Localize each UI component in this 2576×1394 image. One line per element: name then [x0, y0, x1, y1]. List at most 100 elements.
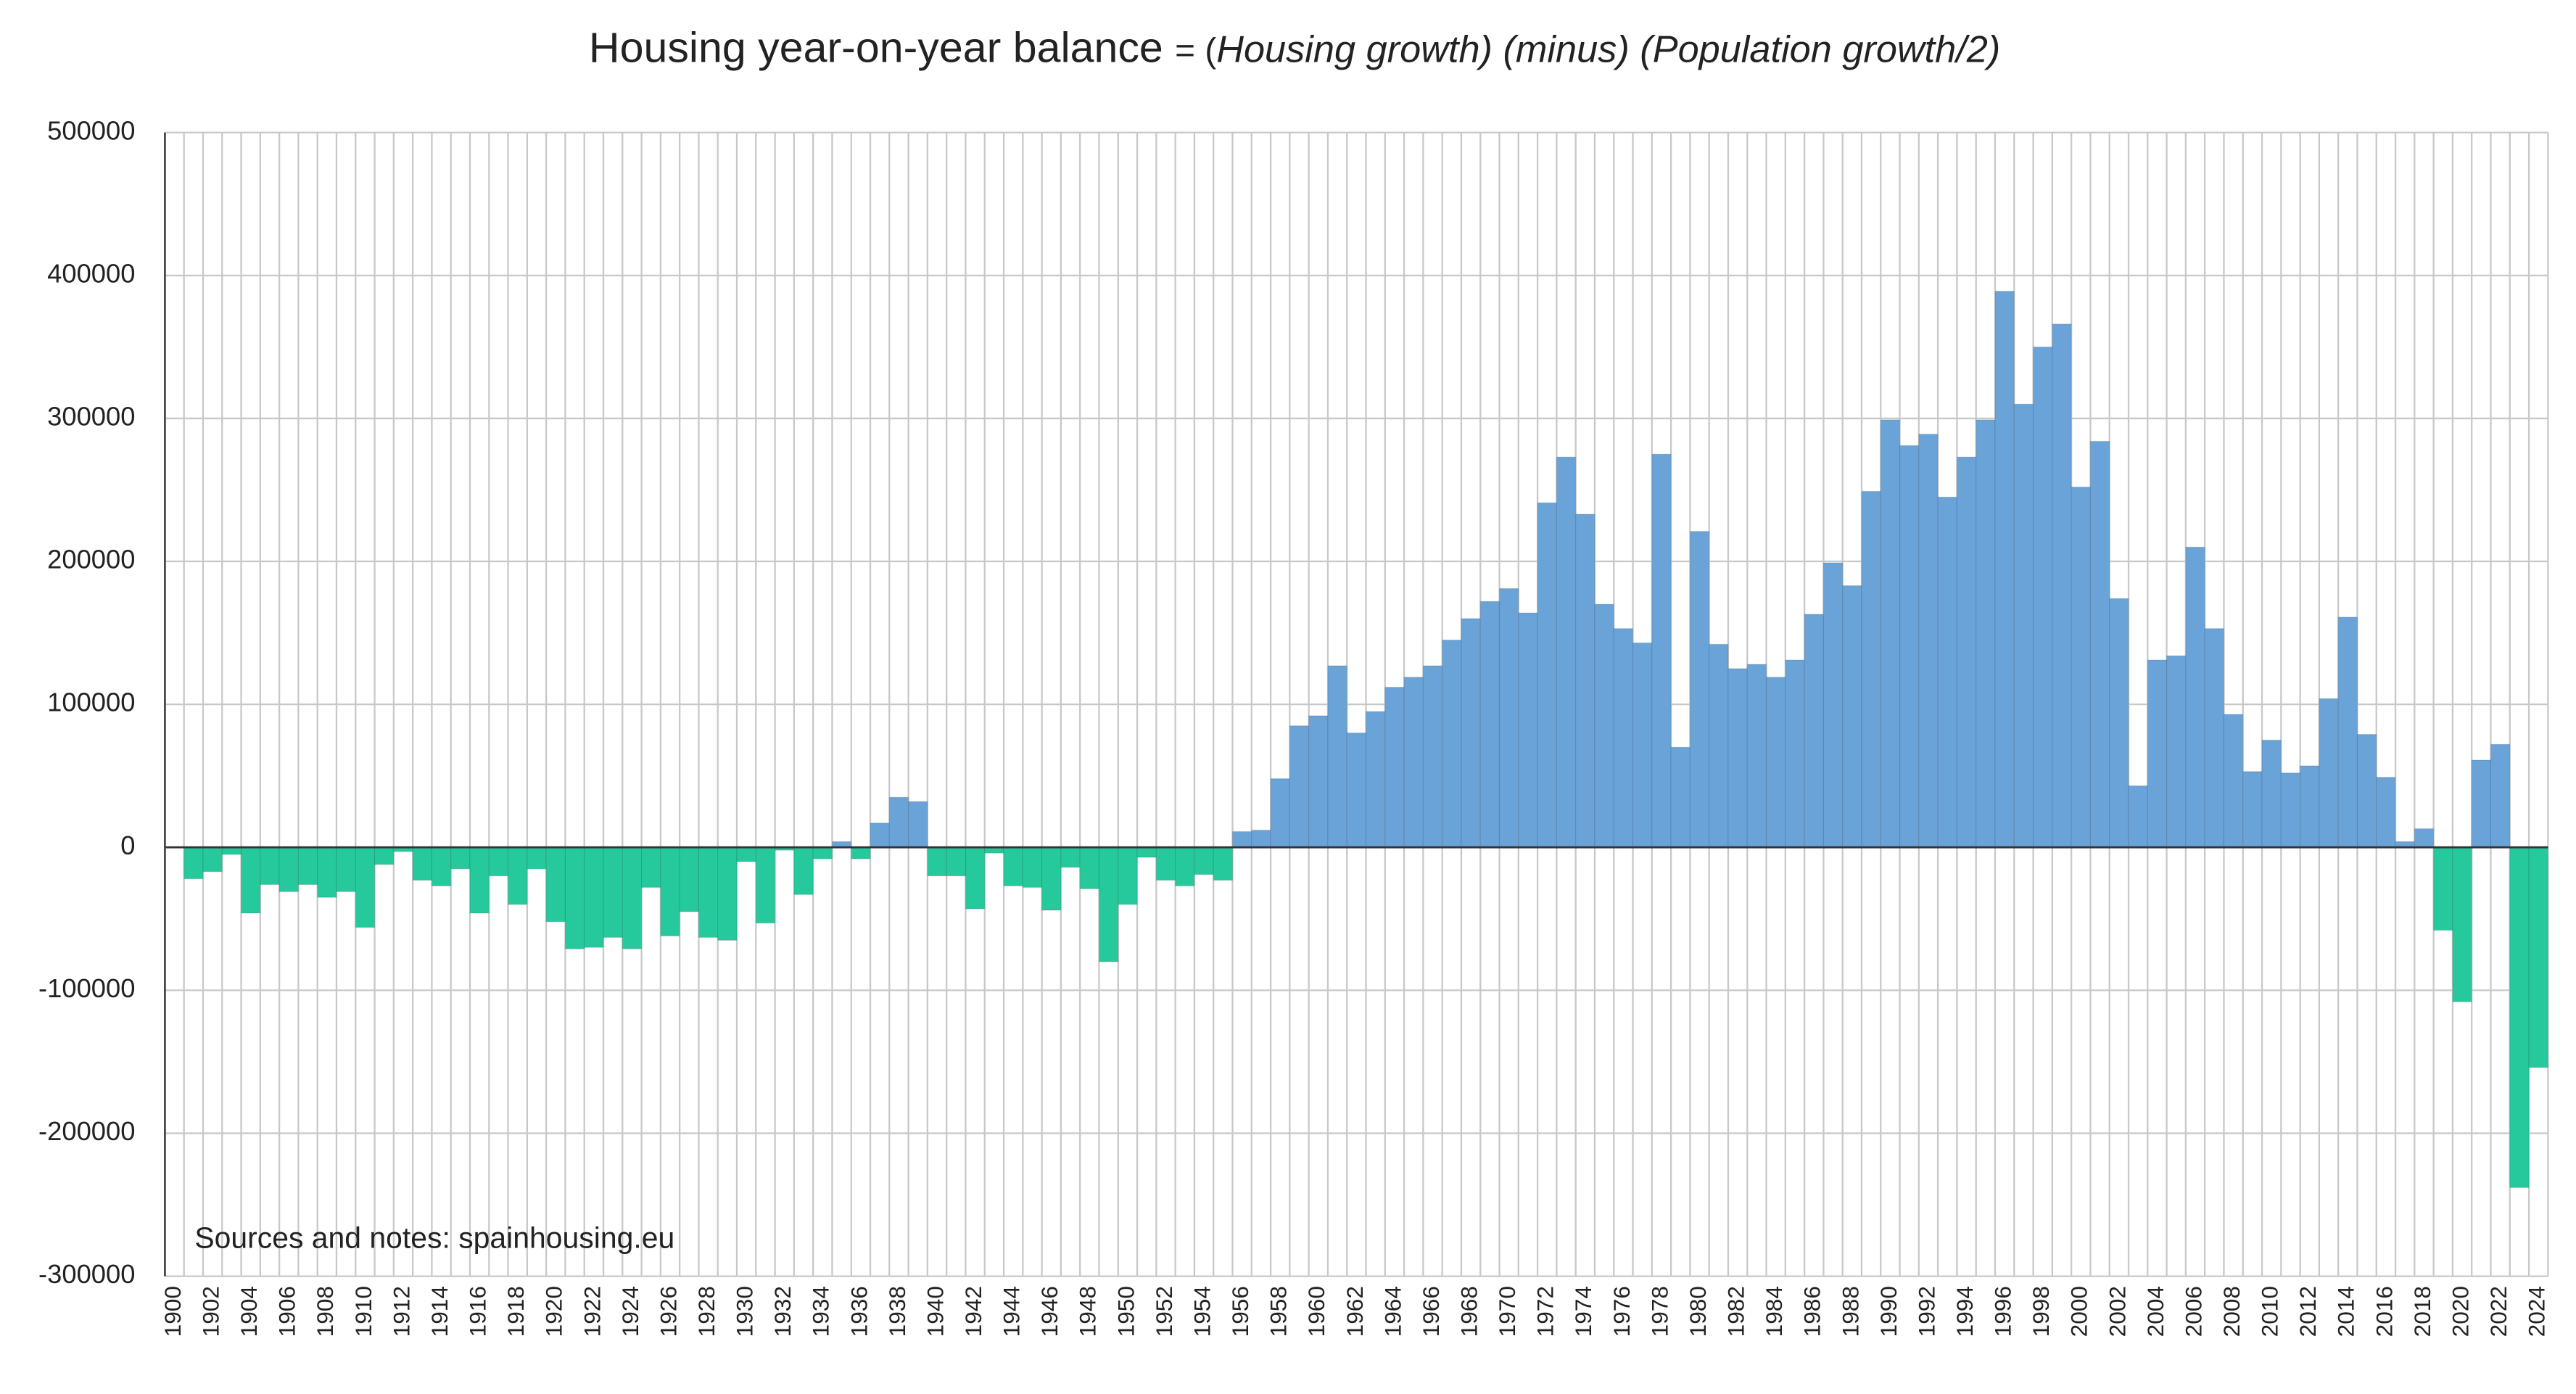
bar [373, 846, 395, 865]
bar [1594, 603, 1614, 848]
bar [1003, 846, 1023, 887]
title-formula-start: = ( [1175, 32, 1216, 70]
bar [622, 846, 643, 949]
bar [1880, 419, 1901, 848]
x-tick-label: 1972 [1532, 1286, 1559, 1337]
x-tick-label: 1998 [2028, 1286, 2054, 1337]
bar [2490, 743, 2511, 848]
bar [641, 846, 661, 888]
bar [812, 846, 833, 859]
bar [698, 846, 719, 938]
bar [2414, 828, 2435, 848]
bar [2089, 440, 2110, 848]
bar [870, 822, 890, 848]
x-tick-label: 1918 [503, 1286, 529, 1337]
x-tick-label: 1978 [1646, 1286, 1672, 1337]
x-tick-label: 2008 [2218, 1286, 2245, 1337]
bar [679, 846, 700, 912]
bar [946, 846, 967, 877]
x-tick-label: 1934 [808, 1286, 834, 1337]
bar [1918, 434, 1939, 848]
bar [527, 846, 547, 870]
x-tick-label: 1986 [1799, 1286, 1825, 1337]
bar [183, 846, 204, 880]
y-tick-label: 300000 [47, 402, 135, 432]
bar [2509, 846, 2530, 1188]
x-tick-label: 2004 [2142, 1286, 2168, 1337]
x-tick-label: 1944 [998, 1286, 1024, 1337]
x-tick-label: 1962 [1342, 1286, 1368, 1337]
x-tick-label: 1952 [1151, 1286, 1177, 1337]
bar [2433, 846, 2453, 931]
x-tick-label: 2010 [2256, 1286, 2282, 1337]
bar [2452, 846, 2472, 1002]
bar [1479, 601, 1500, 848]
bar [508, 846, 528, 905]
bar [355, 846, 376, 928]
bar [2128, 785, 2148, 848]
bar [1041, 846, 1062, 911]
bar [1442, 639, 1462, 848]
x-tick-label: 1932 [769, 1286, 796, 1337]
bar [603, 846, 623, 938]
bar [908, 801, 928, 848]
x-tick-label: 1938 [884, 1286, 910, 1337]
bar [1556, 456, 1577, 848]
bar [278, 846, 299, 892]
bar [584, 846, 604, 948]
bar [755, 846, 776, 924]
bar [1899, 445, 1920, 848]
x-tick-label: 1990 [1875, 1286, 1902, 1337]
x-tick-label: 2014 [2333, 1286, 2359, 1337]
x-tick-label: 1948 [1075, 1286, 1101, 1337]
bar [927, 846, 947, 877]
y-tick-label: -300000 [38, 1259, 135, 1289]
bar [1118, 846, 1138, 905]
bar [1327, 665, 1347, 848]
x-tick-label: 2012 [2295, 1286, 2321, 1337]
chart-title: Housing year-on-year balance = (Housing … [589, 25, 2000, 72]
bar [1804, 614, 1824, 848]
bar [2471, 759, 2492, 848]
bar [202, 846, 223, 873]
bar [1651, 453, 1672, 848]
bar [1785, 659, 1805, 848]
bar [1765, 677, 1786, 848]
x-tick-label: 1964 [1379, 1286, 1405, 1337]
y-tick-label: 500000 [47, 115, 135, 145]
bar [1670, 746, 1690, 848]
bar [851, 846, 871, 859]
x-tick-label: 2024 [2523, 1286, 2549, 1337]
y-tick-label: -100000 [38, 973, 135, 1003]
x-tick-label: 1980 [1685, 1286, 1711, 1337]
x-tick-label: 2020 [2447, 1286, 2473, 1337]
bar [2528, 846, 2548, 1068]
bar [1746, 664, 1767, 848]
bar [545, 846, 566, 923]
bar [1289, 725, 1310, 848]
x-tick-label: 2000 [2066, 1286, 2092, 1337]
bar [2071, 486, 2092, 848]
x-tick-label: 1976 [1609, 1286, 1635, 1337]
bar [1956, 456, 1977, 848]
x-tick-label: 1904 [236, 1286, 262, 1337]
bar [793, 846, 814, 895]
bar [1632, 642, 1653, 848]
bar [1098, 846, 1119, 962]
bar [2147, 659, 2168, 848]
title-formula: Housing growth) (minus) (Population grow… [1216, 29, 2000, 71]
bar [2109, 598, 2129, 848]
bar [221, 846, 242, 855]
bar [260, 846, 280, 886]
x-tick-label: 1902 [197, 1286, 223, 1337]
bar [2376, 777, 2396, 848]
bar [1842, 585, 1862, 848]
bar [2166, 655, 2187, 848]
x-tick-label: 1940 [922, 1286, 948, 1337]
bar [1175, 846, 1195, 887]
x-tick-label: 1924 [617, 1286, 643, 1337]
x-tick-label: 1930 [731, 1286, 757, 1337]
x-tick-label: 1974 [1570, 1286, 1596, 1337]
x-tick-label: 1914 [426, 1286, 453, 1337]
